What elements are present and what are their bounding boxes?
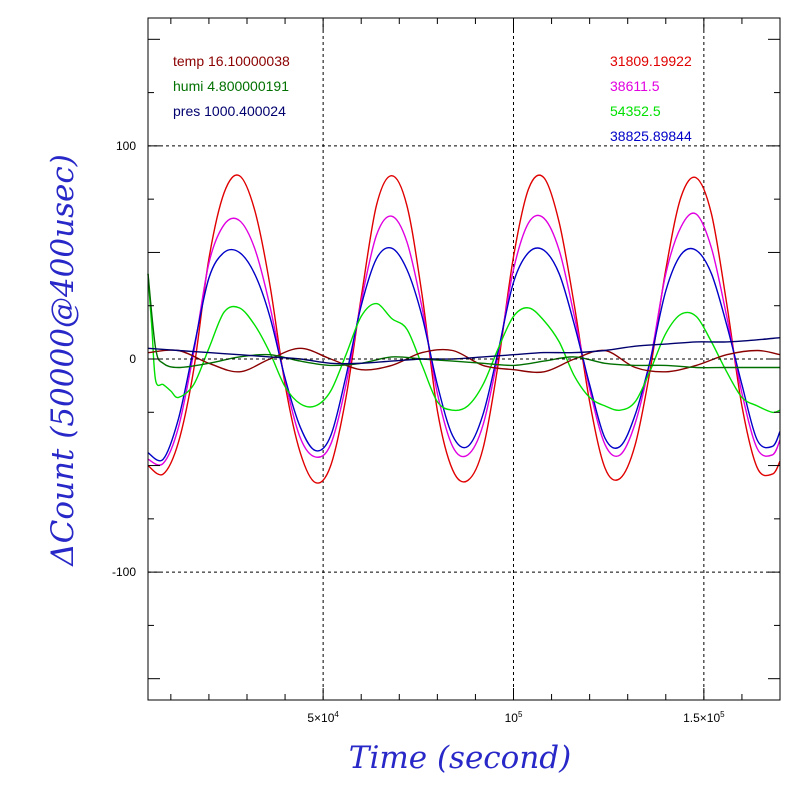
x-tick-label: 105 xyxy=(505,710,523,725)
legend-right-entry: 54352.5 xyxy=(610,103,661,119)
x-tick-exponent: 4 xyxy=(334,710,339,719)
y-axis-title: ΔCount (50000@400usec) xyxy=(45,154,81,567)
x-tick-exponent: 5 xyxy=(518,710,523,719)
legend-left-entry: pres 1000.400024 xyxy=(173,103,286,119)
series-line-6 xyxy=(147,337,781,365)
legend-right-entry: 31809.19922 xyxy=(610,53,692,69)
y-tick-label: 0 xyxy=(129,352,136,366)
legend: temp 16.10000038 humi 4.800000191 pres 100… xyxy=(173,53,692,144)
x-tick-mantissa: 10 xyxy=(505,711,519,725)
x-tick-label: 1.5×105 xyxy=(683,710,725,725)
legend-right-entry: 38825.89844 xyxy=(610,128,692,144)
x-tick-mantissa: 5×10 xyxy=(307,711,334,725)
series-line-1 xyxy=(147,212,781,466)
axis-ticks xyxy=(148,18,781,700)
x-tick-exponent: 5 xyxy=(720,710,725,719)
series-line-3 xyxy=(147,273,781,414)
series-line-4 xyxy=(147,347,781,374)
series-line-2 xyxy=(147,247,781,462)
y-tick-label: -100 xyxy=(112,565,136,579)
legend-left-entry: humi 4.800000191 xyxy=(173,78,289,94)
legend-left-entry: temp 16.10000038 xyxy=(173,53,290,69)
series-line-0 xyxy=(147,174,781,484)
series-lines xyxy=(147,174,781,484)
x-tick-label: 5×104 xyxy=(307,710,339,725)
x-axis-title: Time (second) xyxy=(349,740,571,776)
y-tick-label: 100 xyxy=(116,139,136,153)
x-tick-mantissa: 1.5×10 xyxy=(683,711,720,725)
legend-right-entry: 38611.5 xyxy=(610,78,660,94)
series-line-5 xyxy=(147,273,780,369)
